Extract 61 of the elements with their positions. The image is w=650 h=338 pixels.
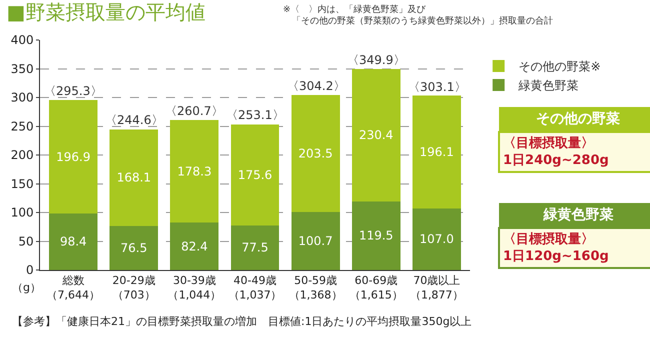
bar bbox=[352, 68, 400, 202]
bar bbox=[110, 226, 158, 270]
bar bbox=[49, 213, 98, 270]
y-tick-label: 350 bbox=[10, 62, 34, 76]
data-label: 98.4 bbox=[60, 234, 87, 249]
y-tick-label: 0 bbox=[26, 263, 34, 278]
total-label: 〈244.6〉 bbox=[105, 113, 164, 127]
data-label: 168.1 bbox=[116, 170, 152, 185]
total-label: 〈253.1〉 bbox=[226, 108, 284, 122]
x-tick-label: 50-59歳（1,368） bbox=[288, 274, 342, 302]
x-tick-label: 20-29歳（703） bbox=[112, 274, 156, 302]
x-tick-label: 60-69歳（1,615） bbox=[349, 274, 403, 302]
y-tick-label: 50 bbox=[18, 234, 34, 248]
data-label: 230.4 bbox=[358, 128, 394, 142]
y-tick-label: 300 bbox=[10, 90, 34, 105]
text: 緑黄色野菜 bbox=[542, 207, 614, 223]
data-label: 107.0 bbox=[420, 232, 454, 246]
x-tick-label: 30-39歳（1,044） bbox=[168, 274, 222, 302]
bar bbox=[170, 120, 219, 223]
total-label: 〈260.7〉 bbox=[165, 104, 224, 118]
bar bbox=[412, 96, 461, 208]
x-tick-label: 70歳以上（1,877） bbox=[410, 274, 464, 302]
y-axis-title: （g） bbox=[12, 281, 41, 294]
text: 【参考】「健康日本21」の目標野菜摂取量の増加 目標値:1日あたりの平均摂取量350g以上 bbox=[12, 315, 472, 328]
y-tick-label: 100 bbox=[10, 206, 34, 220]
data-label: 76.5 bbox=[120, 241, 148, 256]
data-label: 100.7 bbox=[298, 234, 333, 248]
text: その他の野菜 bbox=[536, 111, 620, 127]
text: 〈目標摂取量〉 1日120g~160g bbox=[503, 232, 609, 264]
total-label: 〈303.1〉 bbox=[408, 80, 466, 94]
text: ※〈 〉内は、「緑黄色野菜」及び「その他の野菜（野菜類のうち緑黄色野菜以外）」摂取量の合計 bbox=[283, 4, 553, 27]
bar bbox=[352, 201, 400, 270]
bar bbox=[49, 100, 98, 214]
chart-title: ■野菜摂取量の平均値 bbox=[6, 0, 206, 24]
bar bbox=[170, 222, 219, 270]
data-label: 119.5 bbox=[358, 228, 394, 243]
bar bbox=[412, 208, 461, 270]
bar bbox=[291, 95, 340, 212]
legend-label: 緑黄色野菜 bbox=[518, 78, 579, 93]
data-label: 175.6 bbox=[238, 168, 272, 182]
legend-label: その他の野菜※ bbox=[518, 60, 601, 74]
y-tick-label: 400 bbox=[10, 33, 34, 48]
bar bbox=[230, 124, 280, 226]
data-label: 196.9 bbox=[56, 150, 90, 164]
data-label: 196.1 bbox=[420, 145, 454, 160]
y-tick-label: 200 bbox=[10, 148, 34, 162]
data-label: 82.4 bbox=[181, 239, 208, 254]
bar bbox=[110, 129, 158, 226]
bar bbox=[291, 212, 340, 270]
total-label: 〈295.3〉 bbox=[44, 84, 102, 98]
y-tick-label: 150 bbox=[10, 176, 34, 191]
y-tick-label: 250 bbox=[10, 119, 34, 134]
total-label: 〈304.2〉 bbox=[287, 79, 346, 93]
total-label: 〈349.9〉 bbox=[347, 53, 406, 67]
data-label: 203.5 bbox=[298, 146, 333, 161]
x-tick-label: 40-49歳（1,037） bbox=[228, 274, 282, 302]
bar bbox=[230, 225, 280, 270]
x-tick-label: 総数（7,644） bbox=[46, 274, 100, 302]
text: 〈目標摂取量〉 1日240g~280g bbox=[503, 136, 609, 168]
data-label: 77.5 bbox=[242, 240, 268, 255]
data-label: 178.3 bbox=[177, 164, 212, 178]
